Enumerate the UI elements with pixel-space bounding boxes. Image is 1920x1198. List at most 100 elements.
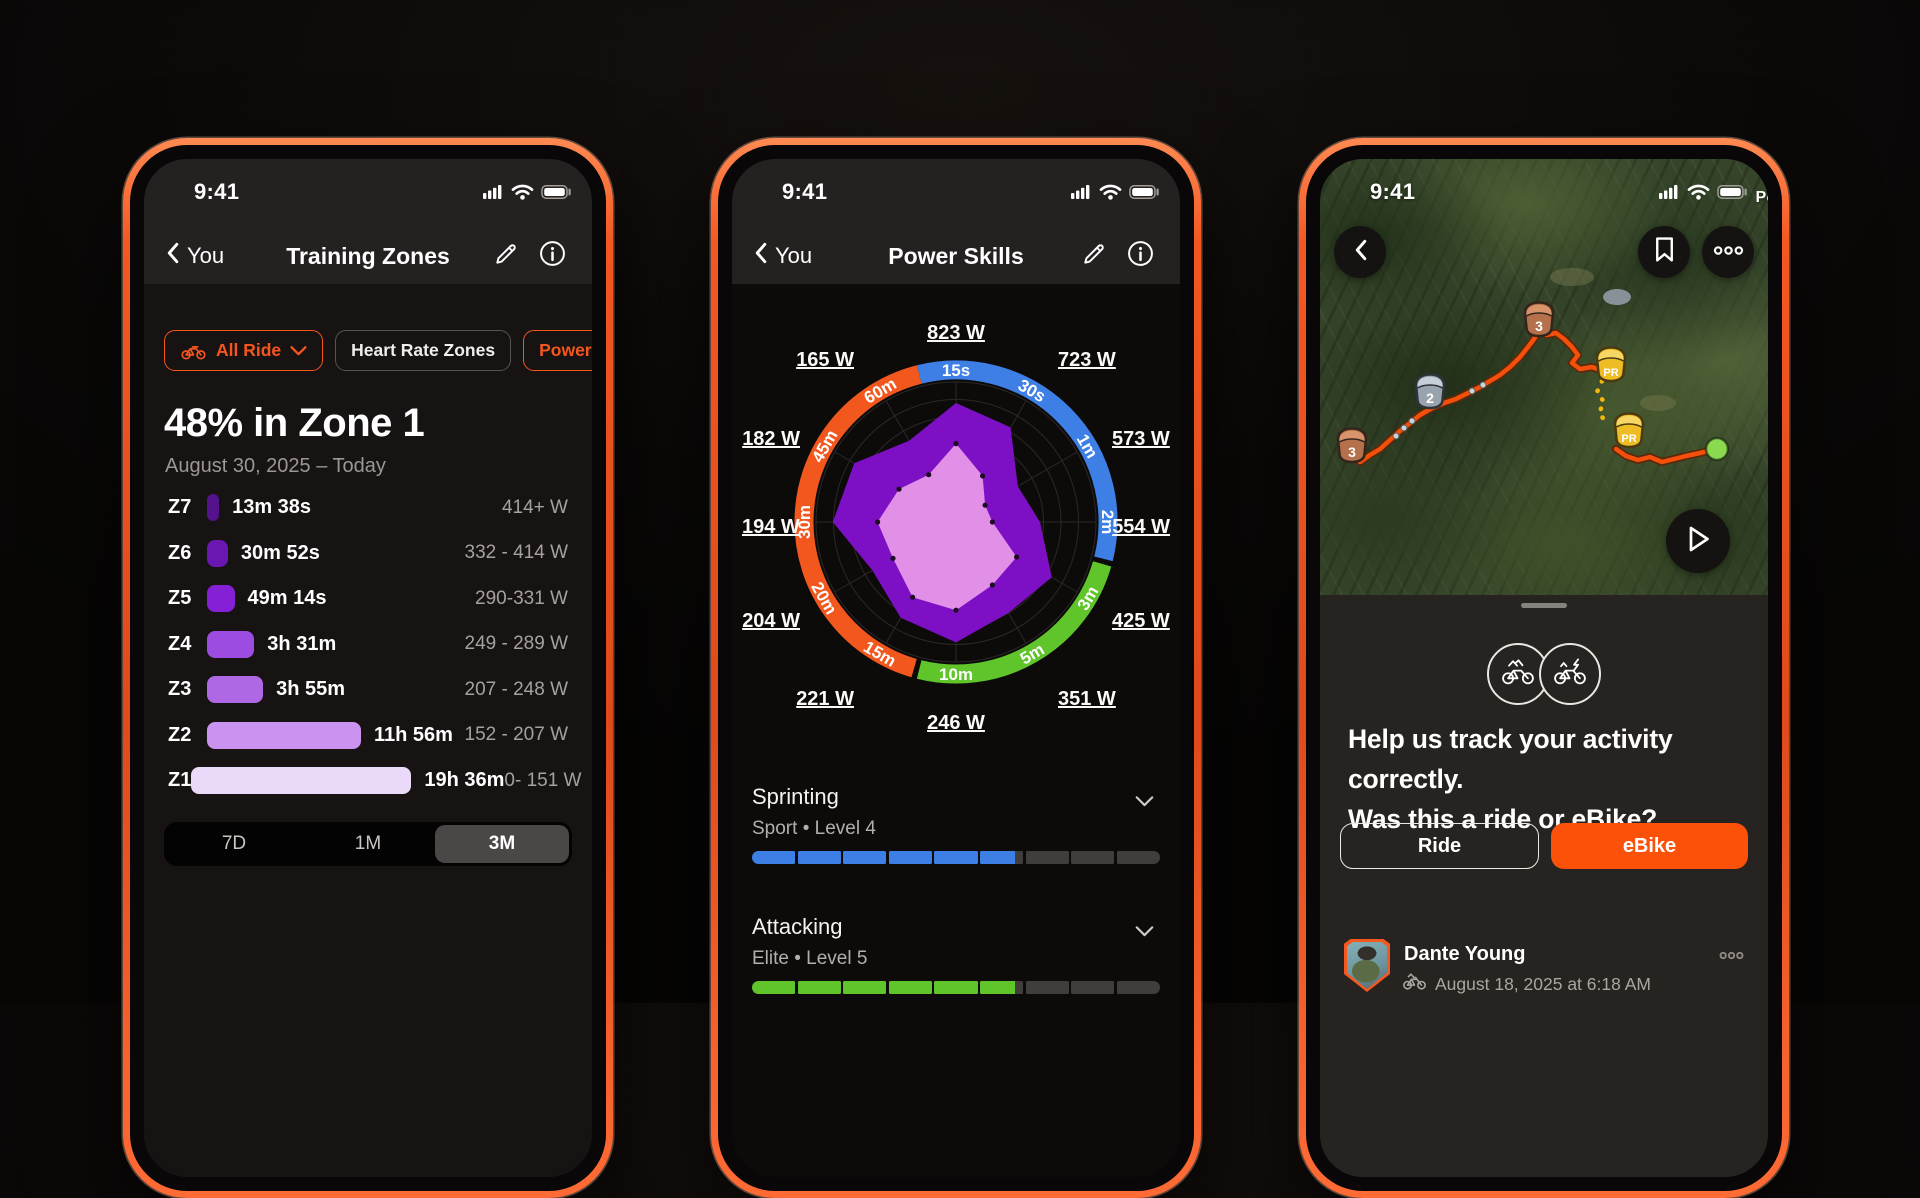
zone-time: 3h 31m [267,632,337,655]
svg-text:PR: PR [1603,367,1618,379]
zone-label: Z4 [168,632,192,655]
chevron-down-icon[interactable] [1135,794,1154,812]
power-skills-content: 15s 30s 1m 2m 3m 5m 10m 15m 20m 30m 45m 60m 823 W 723… [732,159,1180,1177]
svg-text:2: 2 [1426,390,1434,406]
zone-row-z3: Z3 3h 55m 207 - 248 W [144,667,592,713]
ride-button[interactable]: Ride [1340,823,1539,869]
zone-row-z4: Z4 3h 31m 249 - 289 W [144,622,592,668]
avatar-photo [1347,942,1387,989]
zone-time: 49m 14s [247,587,327,610]
zone-row-z2: Z2 11h 56m 152 - 207 W [144,713,592,759]
svg-text:165 W: 165 W [796,349,854,371]
chip-label: Heart Rate Zones [351,340,496,360]
svg-text:PR: PR [1621,433,1636,445]
play-flyover-button[interactable] [1666,509,1730,573]
prompt-line-1: Help us track your activity correctly. [1348,724,1673,794]
skill-attacking[interactable]: Attacking Elite • Level 5 [752,914,1160,970]
chevron-down-icon [290,345,307,356]
chip-label: Power Zones [539,340,592,360]
page-title: Power Skills [888,242,1024,269]
progress-segment [888,981,932,994]
edit-pencil-icon[interactable] [1081,241,1107,272]
map-badge-pr[interactable]: PR [1595,346,1627,383]
drag-handle[interactable] [1521,603,1567,608]
activity-prompt: Help us track your activity correctly. W… [1348,719,1750,839]
back-chevron-icon [754,242,767,270]
zone-time: 30m 52s [240,541,320,564]
back-button[interactable] [1334,226,1386,278]
svg-text:3: 3 [1535,318,1543,334]
zone-time: 19h 36m [424,769,505,792]
svg-text:182 W: 182 W [742,428,800,450]
map-badge-3[interactable]: 3 [1523,301,1555,338]
status-bar: 9:41 [732,177,1180,207]
map-lake [1603,289,1631,305]
range-tab-1m[interactable]: 1M [354,833,382,854]
map-badge-3[interactable]: 3 [1336,427,1368,464]
phone-activity-map: 3 2 3 PR PR 9:41 Po [1299,138,1789,1198]
ebike-icon [1552,657,1588,692]
bookmark-button[interactable] [1638,226,1690,278]
zone-row-z5: Z5 49m 14s 290-331 W [144,576,592,622]
zone-watt-range: 152 - 207 W [464,724,569,746]
activity-screen: 3 2 3 PR PR 9:41 Po [1320,159,1768,1177]
filter-chips: All Ride Heart Rate Zones Power Zones [164,330,592,371]
progress-segment [1071,851,1115,864]
progress-segment [843,851,887,864]
svg-text:30m: 30m [795,505,814,539]
play-icon [1683,522,1713,561]
bike-icon [1402,973,1427,995]
ellipsis-icon[interactable] [1719,947,1744,965]
activity-owner-row[interactable]: Dante Young August 18, 2025 at 6:18 AM [1344,939,1748,999]
ride-type-circle[interactable] [1487,643,1549,705]
route-line [1543,330,1606,374]
zone-label: Z1 [168,769,192,792]
avatar[interactable] [1344,939,1390,992]
progress-segment [888,851,932,864]
skill-sprinting[interactable]: Sprinting Sport • Level 4 [752,784,1160,840]
svg-text:573 W: 573 W [1112,428,1170,450]
back-button[interactable]: You [166,235,224,277]
progress-segment [1071,981,1115,994]
attacking-progress-bar [752,981,1160,994]
range-tab-7d[interactable]: 7D [221,833,247,854]
map-badge-2[interactable]: 2 [1414,373,1446,410]
phone-frame: 3 2 3 PR PR 9:41 Po [1306,145,1782,1191]
status-bar: 9:41 [144,177,592,207]
route-dot [1479,381,1487,389]
zone-label: Z7 [168,496,192,519]
ebike-button[interactable]: eBike [1551,823,1748,869]
zone-label: Z3 [168,678,192,701]
zone-watt-range: 249 - 289 W [464,633,569,655]
power-skills-screen: 15s 30s 1m 2m 3m 5m 10m 15m 20m 30m 45m 60m 823 W 723… [732,159,1180,1177]
back-label: You [775,243,813,268]
zone-row-z6: Z6 30m 52s 332 - 414 W [144,531,592,577]
route-map[interactable]: 3 2 3 PR PR [1320,159,1768,596]
back-button[interactable]: You [754,235,812,277]
skill-level: Elite • Level 5 [752,948,868,969]
svg-text:351 W: 351 W [1058,688,1116,710]
zone-watt-range: 207 - 248 W [464,678,569,700]
range-tab-3m[interactable]: 3M [435,825,569,863]
chevron-down-icon[interactable] [1135,924,1154,942]
chip-power-zones[interactable]: Power Zones [523,330,592,371]
status-icons [483,184,572,200]
more-options-button[interactable] [1702,226,1754,278]
chip-heart-rate-zones[interactable]: Heart Rate Zones [335,330,512,371]
zone-bar [207,585,235,613]
zone-time: 3h 55m [276,678,346,701]
zone-time: 13m 38s [232,496,312,519]
zone-bar [207,721,361,749]
zone-list: Z7 13m 38s 414+ W Z6 30m 52s 332 - 414 W Z5 49m… [144,485,592,804]
map-badge-pr[interactable]: PR [1613,412,1645,449]
info-icon[interactable] [539,240,566,272]
route-dot [1400,424,1408,432]
zone-row-z1: Z1 19h 36m 0- 151 W [144,758,592,804]
zone-bar [207,630,255,658]
chip-all-ride[interactable]: All Ride [164,330,324,371]
ebike-type-circle[interactable] [1539,643,1601,705]
edit-pencil-icon[interactable] [493,241,519,272]
info-icon[interactable] [1127,240,1154,272]
status-time: 9:41 [1370,179,1416,204]
progress-segment [797,851,841,864]
